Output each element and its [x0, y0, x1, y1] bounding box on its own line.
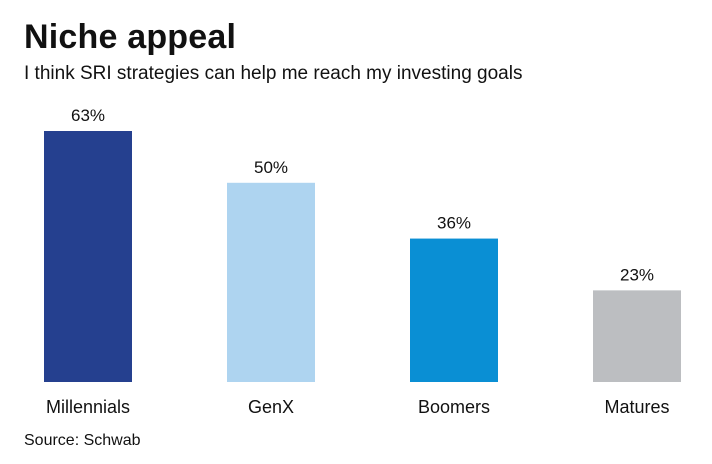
value-label: 36% — [437, 214, 471, 233]
category-label: Matures — [604, 397, 669, 417]
chart-title: Niche appeal — [24, 18, 237, 56]
value-label: 63% — [71, 106, 105, 125]
value-label: 23% — [620, 265, 654, 284]
bar-millennials — [44, 131, 132, 382]
bar-matures — [593, 290, 681, 382]
category-label: Millennials — [46, 397, 130, 417]
category-label: Boomers — [418, 397, 490, 417]
bar-genx — [227, 182, 315, 382]
source-note: Source: Schwab — [24, 432, 141, 449]
chart-subtitle: I think SRI strategies can help me reach… — [24, 63, 523, 84]
category-label: GenX — [248, 397, 294, 417]
value-label: 50% — [254, 158, 288, 177]
bar-boomers — [410, 238, 498, 382]
